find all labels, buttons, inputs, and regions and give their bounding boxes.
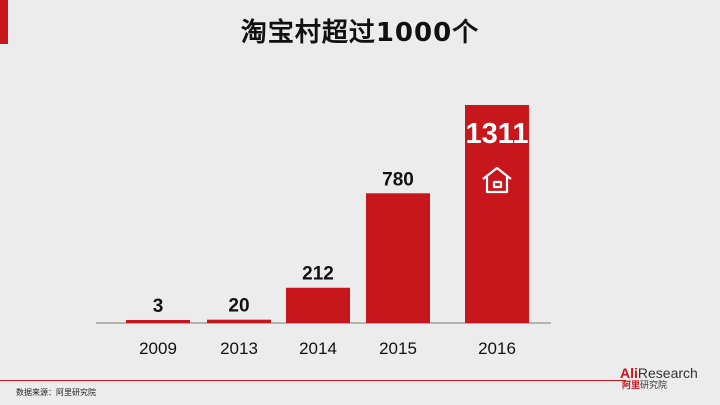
data-source-note: 数据来源：阿里研究院	[16, 388, 96, 397]
logo-research-text: Research	[637, 365, 698, 381]
data-label-2014: 212	[302, 264, 334, 285]
x-tick-label-2015: 2015	[379, 339, 417, 358]
data-label-2009: 3	[153, 296, 164, 317]
x-tick-label-2014: 2014	[299, 339, 337, 358]
x-tick-label-2016: 2016	[478, 339, 516, 358]
logo-ali-text: Ali	[620, 365, 638, 381]
left-accent-bar	[0, 0, 8, 44]
aliresearch-logo: AliResearch 阿里研究院	[620, 366, 712, 394]
x-tick-label-2009: 2009	[139, 339, 177, 358]
bar-2009	[126, 320, 190, 323]
data-label-2016: 1311	[466, 118, 529, 150]
bar-2014	[286, 287, 350, 323]
chart-title: 淘宝村超过1000个	[240, 18, 480, 48]
data-label-2013: 20	[228, 296, 249, 317]
logo-zh-red-text: 阿里	[622, 380, 641, 390]
x-tick-label-2013: 2013	[220, 339, 258, 358]
logo-zh-text: 研究院	[640, 380, 668, 390]
footer-divider	[0, 380, 626, 381]
house-icon	[482, 166, 512, 194]
data-label-2015: 780	[382, 169, 414, 190]
bar-2016	[465, 105, 529, 323]
bar-2015	[366, 193, 430, 323]
bar-2013	[207, 319, 271, 323]
